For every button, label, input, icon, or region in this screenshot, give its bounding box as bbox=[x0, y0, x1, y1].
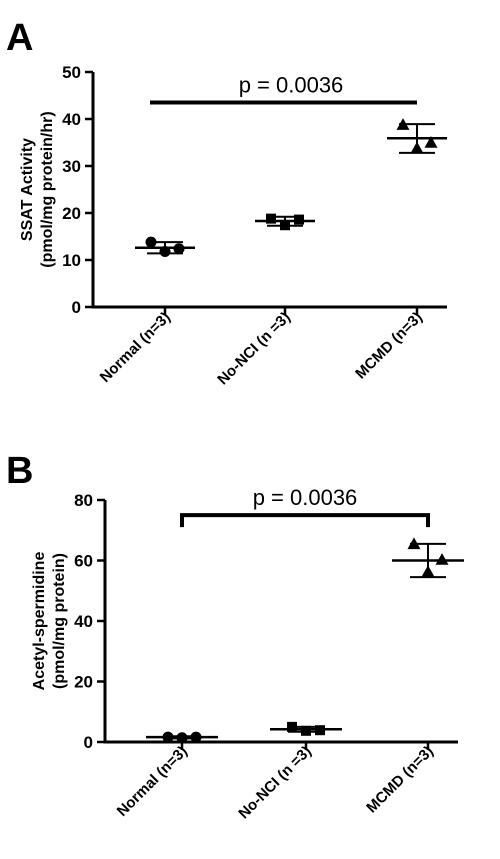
panel-letter: B bbox=[6, 450, 33, 492]
y-tick-label: 20 bbox=[62, 204, 81, 223]
y-tick-label: 40 bbox=[74, 612, 93, 631]
data-point bbox=[190, 731, 202, 743]
data-point bbox=[315, 725, 325, 736]
y-tick-label: 10 bbox=[62, 251, 81, 270]
y-tick-label: 0 bbox=[84, 733, 93, 752]
data-point bbox=[162, 731, 174, 743]
y-tick-label: 60 bbox=[74, 552, 93, 571]
data-point bbox=[421, 565, 435, 577]
data-point bbox=[410, 141, 424, 154]
series-group bbox=[135, 236, 195, 258]
series-group bbox=[255, 213, 315, 231]
data-point bbox=[159, 246, 171, 258]
data-point bbox=[176, 732, 188, 744]
significance-bracket bbox=[180, 513, 430, 528]
panel-b: B 0 20 40 60 80 Acetyl-spermidine (pmol/mg prot… bbox=[6, 450, 464, 822]
y-axis-title: (pmol/mg protein/hr) bbox=[39, 111, 56, 267]
y-tick-label: 30 bbox=[62, 157, 81, 176]
series-group bbox=[387, 118, 447, 154]
data-point bbox=[435, 553, 449, 565]
series-group bbox=[392, 537, 464, 579]
panel-a: A 0 10 20 30 40 50 SSAT Activity (pmol/mg protei… bbox=[6, 17, 447, 388]
category-label: No-NCI (n =3) bbox=[214, 309, 293, 388]
data-point bbox=[287, 721, 297, 732]
y-tick-label: 0 bbox=[72, 298, 81, 317]
y-tick-label: 50 bbox=[62, 63, 81, 82]
panel-letter: A bbox=[6, 17, 33, 59]
p-value-label: p = 0.0036 bbox=[239, 73, 344, 98]
y-axis-title: SSAT Activity bbox=[19, 138, 36, 241]
data-point bbox=[407, 537, 421, 550]
y-tick-label: 40 bbox=[62, 110, 81, 129]
category-label: No-NCI (n =3) bbox=[235, 743, 314, 822]
data-point bbox=[294, 214, 304, 225]
y-axis-title: Acetyl-spermidine bbox=[31, 552, 48, 691]
data-point bbox=[301, 725, 311, 736]
y-tick-label: 80 bbox=[74, 491, 93, 510]
y-axis-title: (pmol/mg protein) bbox=[51, 553, 68, 689]
data-point bbox=[424, 136, 438, 148]
series-group bbox=[270, 721, 342, 736]
category-label: Normal (n=3) bbox=[97, 309, 174, 386]
series-group bbox=[146, 731, 218, 744]
p-value-label: p = 0.0036 bbox=[253, 485, 358, 510]
category-label: Normal (n=3) bbox=[114, 743, 191, 820]
data-point bbox=[173, 243, 185, 255]
data-point bbox=[266, 213, 276, 224]
category-label: MCMD (n=3) bbox=[352, 309, 426, 383]
data-point bbox=[396, 118, 410, 130]
data-point bbox=[145, 236, 157, 248]
data-point bbox=[280, 220, 290, 231]
category-label: MCMD (n=3) bbox=[363, 743, 437, 817]
y-tick-label: 20 bbox=[74, 673, 93, 692]
